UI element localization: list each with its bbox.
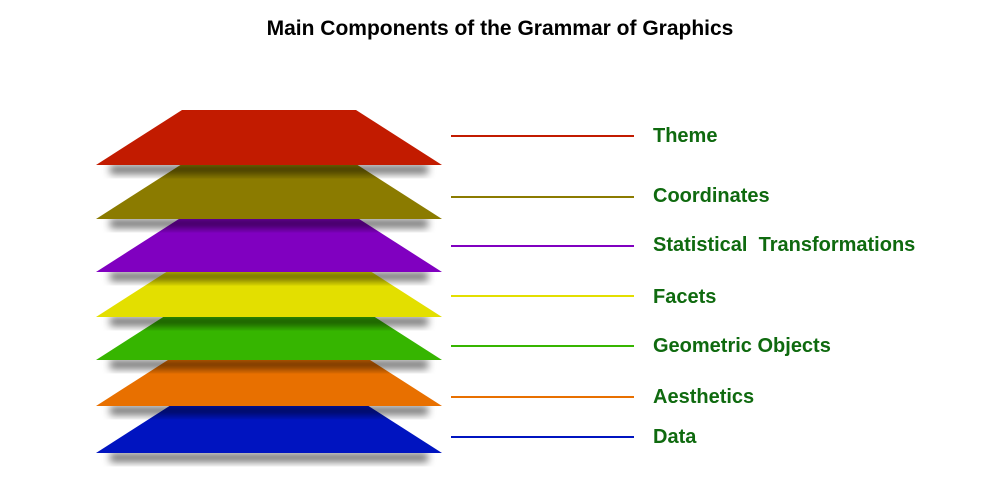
layer-shadow <box>110 453 428 462</box>
layer-shadow <box>110 219 428 228</box>
layer-3 <box>96 272 442 317</box>
layer-5 <box>96 360 442 406</box>
layer-shadow <box>110 317 428 326</box>
layer-trapezoid <box>96 360 442 406</box>
layer-label: Facets <box>653 286 717 308</box>
layer-6 <box>96 406 442 453</box>
layer-0 <box>96 110 442 165</box>
layer-label: Aesthetics <box>653 386 755 408</box>
layer-trapezoid <box>96 110 442 165</box>
layer-label: Data <box>653 426 697 448</box>
layer-trapezoid <box>96 165 442 219</box>
layer-trapezoid <box>96 272 442 317</box>
layer-trapezoid <box>96 406 442 453</box>
layer-4 <box>96 317 442 360</box>
layer-label: Statistical Transformations <box>653 234 916 256</box>
layer-label: Coordinates <box>653 185 770 207</box>
diagram-title: Main Components of the Grammar of Graphi… <box>266 17 734 40</box>
layer-shadow <box>110 406 428 415</box>
layer-1 <box>96 165 442 219</box>
layer-shadow <box>110 272 428 281</box>
layer-shadow <box>110 165 428 174</box>
layer-2 <box>96 219 442 272</box>
layer-shadow <box>110 360 428 369</box>
layer-trapezoid <box>96 219 442 272</box>
layer-label: Theme <box>653 125 718 147</box>
layer-label: Geometric Objects <box>653 335 831 357</box>
layer-trapezoid <box>96 317 442 360</box>
